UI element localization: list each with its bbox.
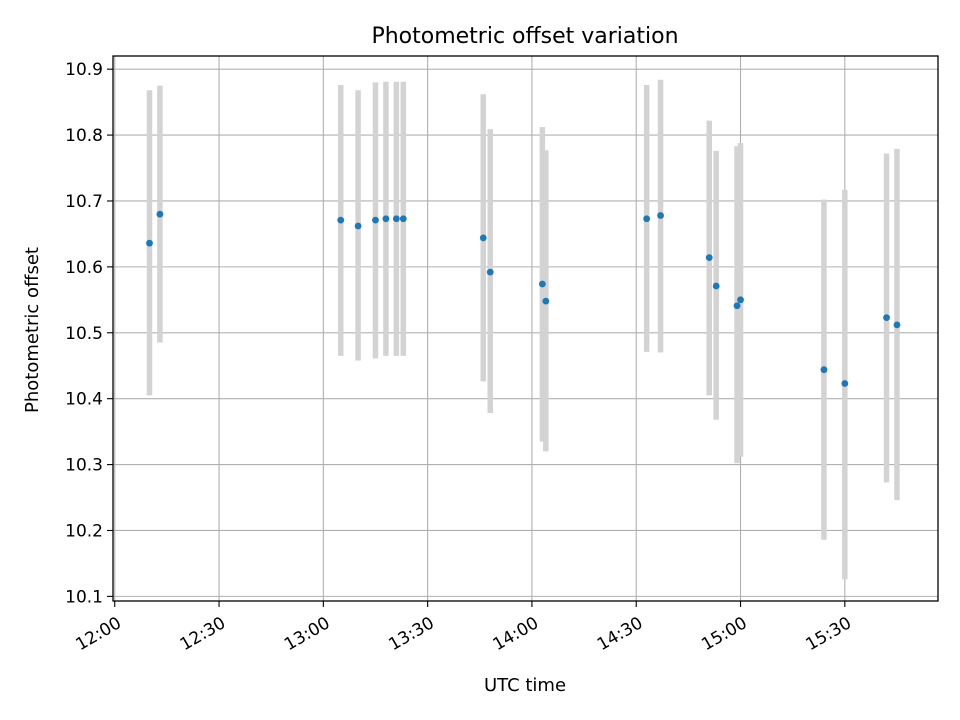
data-point — [705, 254, 713, 262]
chart-title: Photometric offset variation — [371, 24, 678, 49]
y-tick-label: 10.1 — [65, 587, 103, 607]
y-tick-label: 10.5 — [65, 324, 103, 344]
data-point — [382, 215, 390, 223]
data-point — [841, 380, 849, 387]
x-axis-label: UTC time — [484, 675, 566, 696]
plot-frame — [112, 55, 939, 602]
data-point — [146, 239, 153, 247]
data-point — [399, 215, 407, 223]
data-point — [542, 297, 550, 305]
data-point — [156, 210, 164, 218]
grid — [113, 56, 938, 601]
y-axis: 10.1 10.2 10.3 10.4 10.5 10.6 10.7 10.8 10.9 — [65, 60, 113, 607]
data-point — [883, 314, 890, 322]
data-point — [538, 280, 546, 288]
data-point — [893, 321, 901, 329]
data-point — [737, 296, 744, 304]
data-point — [486, 268, 494, 276]
data-point — [392, 215, 400, 223]
y-tick-label: 10.8 — [65, 126, 103, 146]
y-tick-label: 10.6 — [65, 258, 103, 278]
data-point — [372, 216, 379, 224]
y-tick-label: 10.9 — [65, 60, 103, 80]
y-tick-label: 10.3 — [65, 456, 103, 476]
data-point — [657, 212, 664, 219]
y-tick-label: 10.7 — [65, 192, 103, 212]
data-point — [733, 302, 741, 310]
y-axis-label: Photometric offset — [22, 247, 43, 413]
y-tick-label: 10.2 — [65, 521, 103, 541]
data-point — [337, 216, 345, 224]
data-point — [479, 234, 487, 242]
data-point — [643, 215, 651, 223]
y-tick-label: 10.4 — [65, 390, 103, 410]
data-points — [146, 210, 901, 387]
data-point — [820, 366, 828, 374]
data-point — [712, 282, 720, 290]
data-point — [354, 222, 362, 230]
